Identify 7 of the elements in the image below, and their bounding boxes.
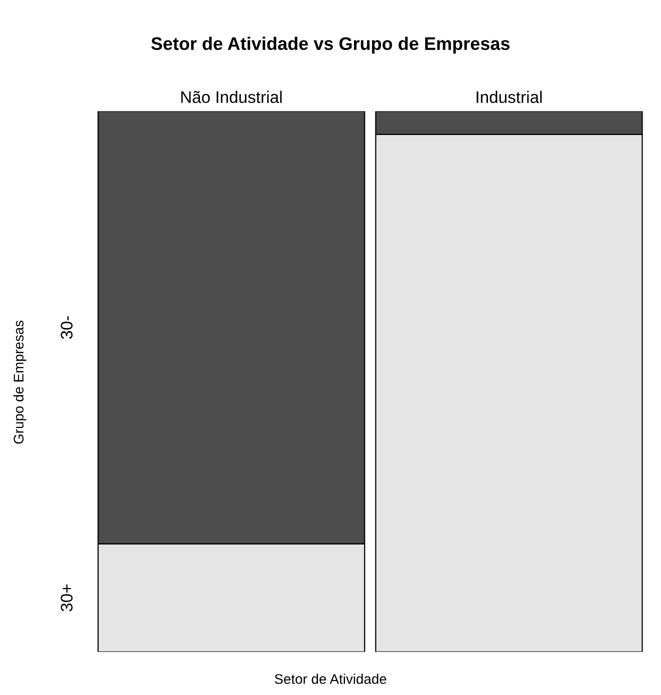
text: 30-: [60, 316, 73, 339]
chart-title: Setor de Atividade vs Grupo de Empresas: [151, 36, 510, 54]
text: 30+: [60, 584, 73, 612]
x-tick-label: Não Industrial: [181, 90, 282, 104]
x-axis-title: Setor de Atividade: [274, 674, 386, 684]
x-tick-label: Industrial: [476, 90, 542, 104]
y-axis-title: Grupo de Empresas: [13, 320, 26, 444]
